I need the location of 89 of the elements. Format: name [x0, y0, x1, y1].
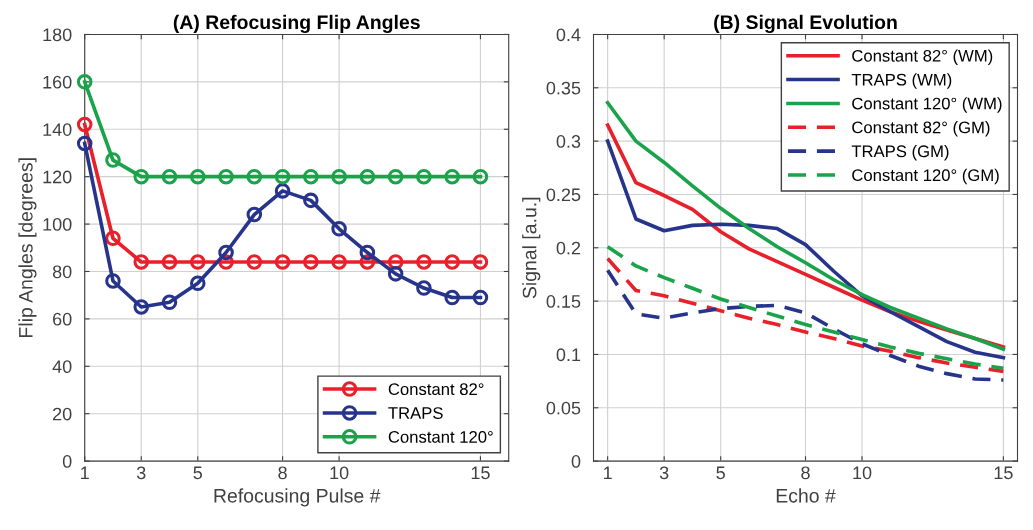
- y-tick-label: 0: [571, 455, 581, 468]
- legend-label: Constant 120° (GM): [852, 168, 999, 185]
- point: [189, 254, 206, 270]
- point: [303, 168, 319, 185]
- point: [161, 254, 178, 270]
- legend-label: Constant 120°: [388, 431, 493, 443]
- y-tick-label: 0.05: [546, 401, 581, 415]
- point: [246, 206, 263, 223]
- point: [274, 168, 291, 185]
- legend-label: Constant 82° (WM): [852, 49, 993, 65]
- x-tick-label: 10: [853, 466, 872, 480]
- point: [331, 254, 347, 270]
- x-tick-label: 5: [193, 466, 203, 480]
- point: [444, 168, 460, 185]
- y-axis-title: Flip Angles [degrees]: [18, 158, 37, 337]
- point: [359, 244, 376, 261]
- y-tick-label: 180: [43, 28, 72, 42]
- x-tick-label: 3: [136, 466, 146, 480]
- point: [472, 289, 489, 306]
- point: [472, 168, 489, 185]
- point: [161, 168, 178, 185]
- point: [444, 289, 460, 306]
- x-tick-label: 3: [659, 466, 669, 480]
- chart-title: (B) Signal Evolution: [714, 14, 897, 34]
- y-tick-label: 0.3: [556, 135, 581, 148]
- y-tick-label: 0.2: [556, 241, 581, 255]
- point: [161, 294, 178, 311]
- y-tick-label: 80: [52, 265, 72, 279]
- point: [133, 254, 150, 270]
- point: [387, 168, 404, 185]
- x-tick-label: 5: [716, 466, 725, 480]
- y-tick-label: 0.35: [546, 81, 581, 95]
- x-tick-label: 1: [81, 466, 89, 480]
- point: [76, 116, 93, 133]
- point: [133, 168, 150, 185]
- y-tick-label: 0.1: [556, 348, 581, 362]
- point: [218, 168, 234, 185]
- point: [331, 221, 347, 237]
- x-tick-label: 8: [278, 466, 287, 480]
- point: [444, 254, 460, 270]
- y-tick-label: 120: [43, 170, 72, 184]
- x-tick-label: 10: [330, 466, 349, 480]
- y-tick-label: 0.15: [546, 295, 581, 308]
- legend-label: Constant 82° (GM): [852, 121, 990, 137]
- point: [105, 230, 121, 247]
- x-axis-title: Refocusing Pulse #: [214, 488, 381, 507]
- point: [274, 183, 291, 199]
- point: [331, 168, 347, 185]
- legend-label: TRAPS (GM): [851, 144, 949, 161]
- point: [416, 168, 432, 185]
- point: [105, 152, 121, 168]
- point: [189, 275, 206, 292]
- point: [359, 168, 376, 185]
- point: [246, 168, 263, 185]
- legend-label: Constant 120° (WM): [852, 97, 1002, 113]
- point: [189, 168, 206, 185]
- y-tick-label: 0.25: [546, 188, 581, 202]
- point: [472, 254, 489, 270]
- y-tick-label: 140: [43, 123, 72, 136]
- line-series: [605, 268, 1006, 382]
- y-tick-label: 0.4: [556, 28, 581, 42]
- x-tick-label: 15: [994, 466, 1013, 480]
- y-tick-label: 60: [53, 312, 72, 326]
- point: [218, 244, 234, 261]
- y-tick-label: 100: [43, 218, 72, 231]
- y-tick-label: 160: [43, 75, 72, 89]
- y-axis-title: Signal [a.u.]: [522, 197, 541, 299]
- x-tick-label: 1: [604, 466, 612, 480]
- x-axis-title: Echo #: [776, 488, 836, 503]
- point: [133, 299, 150, 315]
- point: [105, 273, 121, 289]
- point: [303, 192, 319, 209]
- x-tick-label: 15: [471, 466, 490, 480]
- y-tick-label: 40: [52, 360, 72, 374]
- point: [274, 254, 291, 270]
- point: [416, 254, 432, 270]
- point: [76, 74, 93, 90]
- point: [416, 280, 432, 296]
- point: [303, 254, 319, 270]
- point: [387, 266, 404, 282]
- legend-label: Constant 82°: [388, 383, 484, 396]
- legend-label: TRAPS: [388, 407, 443, 419]
- legend-label: TRAPS (WM): [851, 73, 952, 89]
- y-tick-label: 20: [53, 407, 72, 421]
- x-tick-label: 8: [801, 466, 810, 480]
- y-tick-label: 0: [62, 455, 72, 468]
- chart-title: (A) Refocusing Flip Angles: [173, 14, 420, 34]
- point: [246, 254, 263, 270]
- point: [76, 135, 93, 152]
